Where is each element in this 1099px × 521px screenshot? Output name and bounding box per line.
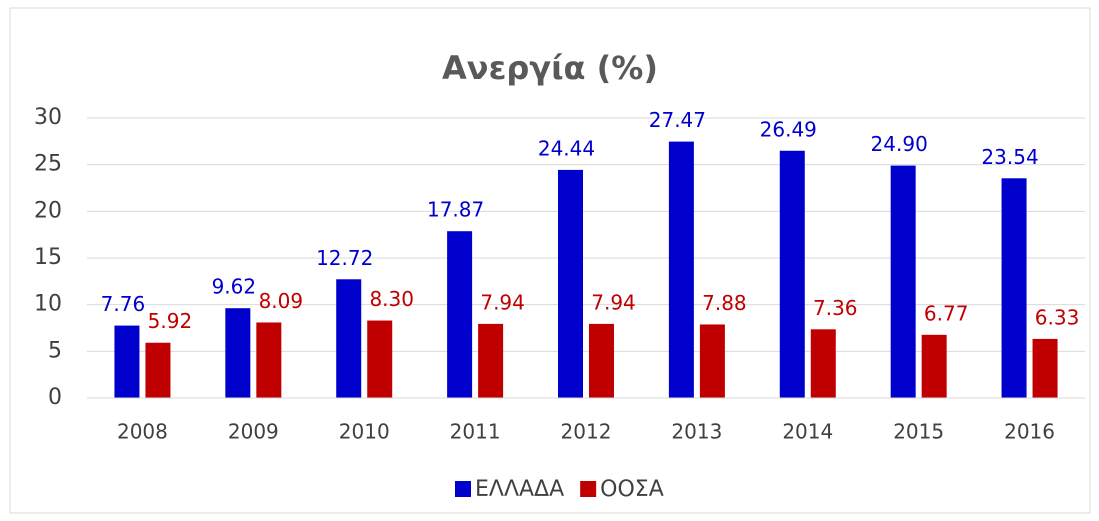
- x-tick-label: 2014: [782, 420, 833, 444]
- data-label: 12.72: [316, 246, 373, 270]
- data-label: 7.94: [480, 290, 525, 314]
- data-label: 5.92: [148, 309, 193, 333]
- data-label: 24.44: [538, 136, 595, 160]
- bar: [779, 150, 805, 398]
- bar: [447, 231, 473, 398]
- data-label: 7.88: [702, 291, 747, 315]
- data-label: 23.54: [981, 145, 1038, 169]
- bar: [114, 325, 140, 398]
- data-label: 17.87: [427, 198, 484, 222]
- bar: [225, 308, 251, 398]
- data-label: 7.36: [813, 296, 858, 320]
- x-tick-label: 2011: [450, 420, 501, 444]
- y-tick-label: 25: [34, 152, 62, 177]
- legend-swatch: [580, 481, 597, 497]
- x-tick-label: 2010: [339, 420, 390, 444]
- x-tick-label: 2013: [671, 420, 722, 444]
- bar: [336, 279, 362, 398]
- bar: [890, 165, 916, 398]
- bar: [668, 141, 694, 398]
- bar: [367, 320, 393, 398]
- data-label: 8.30: [369, 287, 414, 311]
- data-label: 6.33: [1035, 305, 1080, 329]
- bar: [589, 323, 614, 398]
- data-label: 7.76: [101, 292, 146, 316]
- data-label: 7.94: [591, 290, 636, 314]
- y-tick-label: 10: [34, 292, 62, 317]
- bar: [699, 324, 725, 398]
- legend-swatch: [455, 481, 471, 497]
- x-tick-label: 2009: [228, 420, 279, 444]
- bar: [558, 169, 583, 398]
- y-tick-label: 15: [34, 245, 62, 270]
- y-tick-label: 20: [34, 198, 62, 223]
- x-tick-label: 2016: [1004, 420, 1055, 444]
- data-label: 9.62: [212, 275, 257, 299]
- bar: [1032, 338, 1058, 398]
- chart-title: Ανεργία (%): [442, 49, 658, 87]
- bar: [478, 323, 504, 398]
- bar: [145, 342, 171, 398]
- data-label: 27.47: [649, 108, 706, 132]
- bar: [256, 322, 282, 398]
- bar: [1001, 178, 1027, 398]
- data-label: 6.77: [924, 301, 969, 325]
- y-tick-label: 0: [48, 385, 62, 410]
- data-label: 26.49: [760, 117, 817, 141]
- x-tick-label: 2012: [561, 420, 612, 444]
- y-tick-label: 30: [34, 105, 62, 130]
- bar: [921, 334, 947, 398]
- data-label: 8.09: [259, 289, 304, 313]
- legend-label: ΟΟΣΑ: [600, 477, 664, 502]
- x-tick-label: 2015: [893, 420, 944, 444]
- data-label: 24.90: [871, 132, 928, 156]
- legend-label: ΕΛΛΑΔΑ: [475, 477, 564, 502]
- y-tick-label: 5: [48, 338, 62, 363]
- bar: [810, 329, 836, 398]
- x-tick-label: 2008: [117, 420, 168, 444]
